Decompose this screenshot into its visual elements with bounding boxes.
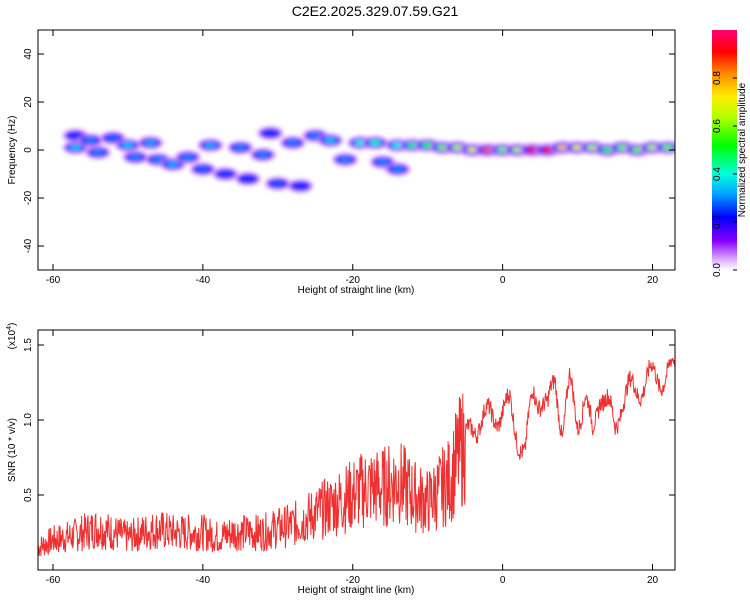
spectrogram-cell-core: [121, 142, 134, 148]
snr-y-tick-label: 0.5: [23, 488, 34, 502]
spectrogram-cell-core: [324, 137, 337, 143]
snr-y-tick-label: 1.5: [23, 338, 34, 352]
spectrogram-cell-core: [286, 140, 299, 146]
colorbar-gradient: [712, 30, 737, 270]
spectrogram-cell-core: [294, 183, 307, 189]
colorbar-ticks: 0.0 0.2 0.4 0.6 0.8: [712, 71, 737, 277]
snr-panel: -60 -40 -20 0 20 1.5 1.0 0.5 Height of straigh…: [6, 323, 676, 596]
spectrogram-cell-core: [84, 137, 97, 143]
spectrogram-cell-core: [144, 140, 157, 146]
spectrogram-y-axis-label: Frequency (Hz): [7, 116, 18, 185]
spectrogram-x-tick-label: -40: [196, 275, 211, 286]
snr-y-multiplier-base: (x10: [7, 329, 18, 349]
snr-y-ticks: 1.5 1.0 0.5: [23, 338, 675, 502]
spectrogram-cell-core: [69, 133, 82, 139]
spectrogram-cell-core: [219, 171, 232, 177]
snr-y-axis-label: SNR (10 * v/v): [7, 418, 18, 482]
spectrogram-cell-core: [256, 152, 269, 158]
spectrogram-cell-core: [166, 161, 179, 167]
spectrogram-cell-core: [271, 181, 284, 187]
spectrogram-cell-core: [241, 176, 254, 182]
colorbar-tick-label: 0.6: [712, 119, 723, 133]
chart-title: C2E2.2025.329.07.59.G21: [292, 3, 459, 19]
snr-x-tick-label: -40: [196, 575, 211, 586]
svg-text:(x104): (x104): [6, 323, 18, 350]
spectrogram-x-axis-label: Height of straight line (km): [298, 285, 415, 296]
spectrogram-x-tick-label: 20: [647, 275, 659, 286]
snr-x-ticks: -60 -40 -20 0 20: [46, 330, 659, 586]
snr-y-multiplier: (x104): [6, 323, 18, 350]
snr-x-tick-label: 0: [500, 575, 506, 586]
spectrogram-cell-core: [106, 135, 119, 141]
spectrogram-cell-core: [339, 157, 352, 163]
spectrogram-cell-core: [181, 154, 194, 160]
spectrogram-cell-core: [196, 166, 209, 172]
spectrogram-y-tick-label: 0: [23, 147, 34, 153]
snr-x-tick-label: -60: [46, 575, 61, 586]
snr-y-tick-label: 1.0: [23, 413, 34, 427]
colorbar: 0.0 0.2 0.4 0.6 0.8 Normalized spectral ampl…: [712, 30, 748, 277]
spectrogram-x-tick-label: 0: [500, 275, 506, 286]
spectrogram-cell-core: [151, 157, 164, 163]
colorbar-tick-label: 0.8: [712, 71, 723, 85]
spectrogram-cell-core: [264, 130, 277, 136]
spectrogram-x-tick-label: -60: [46, 275, 61, 286]
colorbar-tick-label: 0.2: [712, 215, 723, 229]
spectrogram-cell-core: [309, 133, 322, 139]
spectrogram-panel: -60 -40 -20 0 20 40 20 0 -20 -40 Height of strai…: [7, 29, 676, 296]
snr-x-axis-label: Height of straight line (km): [298, 585, 415, 596]
spectrogram-cell-core: [391, 166, 404, 172]
snr-x-tick-label: 20: [647, 575, 659, 586]
snr-series-line: [38, 358, 675, 557]
spectrogram-heatmap: [62, 126, 675, 193]
spectrogram-cell-core: [69, 145, 82, 151]
spectrogram-y-tick-label: -40: [23, 238, 34, 253]
spectrogram-cell-core: [234, 145, 247, 151]
spectrogram-x-ticks: -60 -40 -20 0 20: [46, 30, 659, 286]
spectrogram-y-tick-label: 20: [23, 96, 34, 108]
colorbar-label: Normalized spectral amplitude: [737, 82, 748, 217]
colorbar-tick-label: 0.0: [712, 263, 723, 277]
spectrogram-cell-core: [369, 140, 382, 146]
spectrogram-cell-core: [661, 145, 674, 151]
spectrogram-y-ticks: 40 20 0 -20 -40: [23, 48, 675, 253]
colorbar-tick-label: 0.4: [712, 167, 723, 181]
spectrogram-y-tick-label: -20: [23, 190, 34, 205]
spectrogram-x-tick-label: -20: [346, 275, 361, 286]
spectrogram-y-tick-label: 40: [23, 48, 34, 60]
spectrogram-cell-core: [376, 159, 389, 165]
spectrogram-cell-core: [204, 142, 217, 148]
spectrogram-cell-core: [129, 154, 142, 160]
spectrogram-cell-core: [91, 149, 104, 155]
snr-frame: [37, 329, 676, 571]
snr-y-multiplier-exp: 4: [6, 326, 13, 330]
snr-x-tick-label: -20: [346, 575, 361, 586]
